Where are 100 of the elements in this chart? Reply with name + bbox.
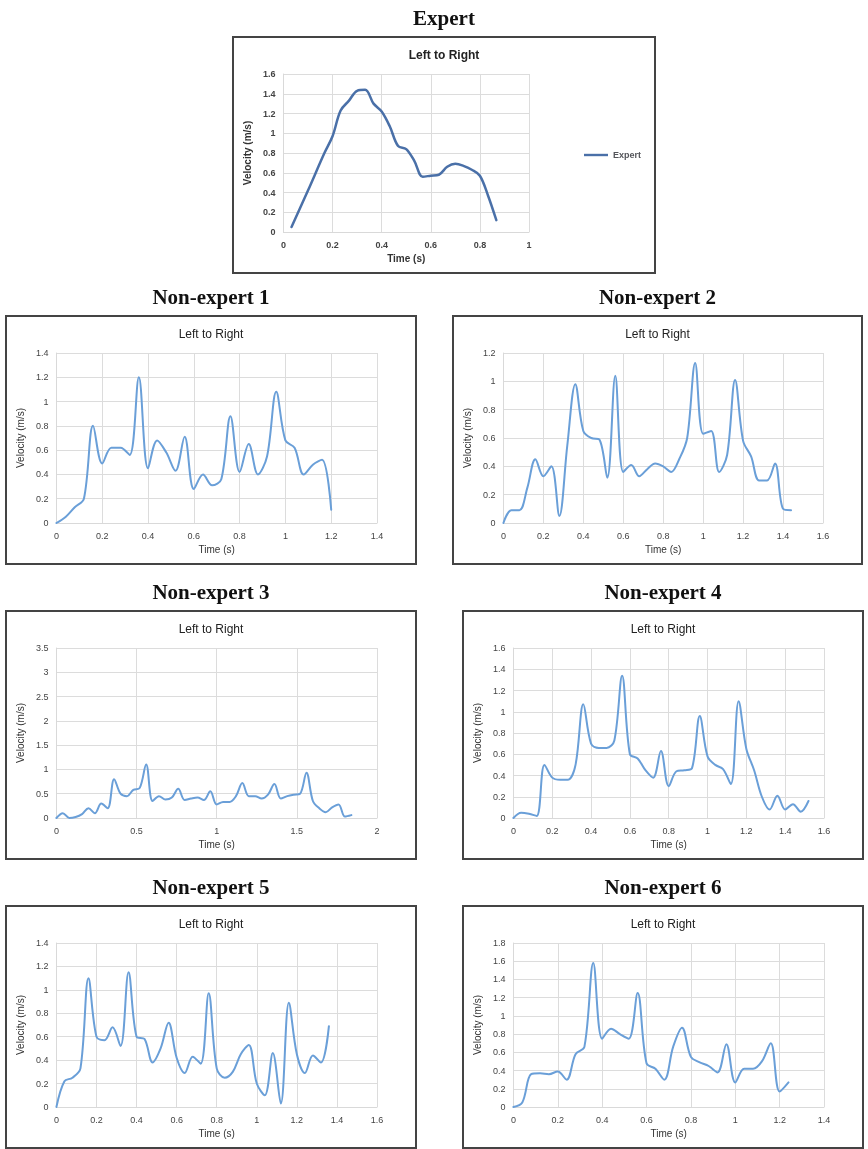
x-tick-label: 1.4	[330, 1114, 344, 1125]
x-axis-title: Time (s)	[198, 544, 235, 556]
x-tick-label: 0.6	[187, 530, 201, 541]
y-axis-title: Velocity (m/s)	[461, 407, 473, 469]
chart-title: Non-expert 4	[603, 580, 723, 606]
y-tick-label: 2.5	[35, 691, 49, 702]
x-tick-label: 1.6	[817, 825, 831, 836]
line-series	[290, 88, 498, 229]
x-tick-label: 1	[732, 1114, 738, 1125]
y-tick-label: 0.6	[262, 167, 276, 178]
x-tick-label: 0	[53, 1114, 59, 1125]
y-axis-title: Velocity (m/s)	[14, 407, 26, 469]
chart-subtitle: Left to Right	[625, 327, 691, 341]
x-tick-label: 1.2	[773, 1114, 786, 1125]
chart-title: Non-expert 3	[151, 580, 271, 606]
x-tick-label: 1	[254, 1114, 260, 1125]
x-tick-label: 0.6	[623, 825, 637, 836]
chart-title: Expert	[412, 6, 476, 32]
y-tick-label: 1.2	[492, 685, 506, 696]
x-tick-label: 0.2	[90, 1114, 103, 1125]
line-series	[55, 971, 330, 1108]
x-tick-label: 0.8	[233, 530, 246, 541]
y-tick-label: 0.4	[35, 469, 49, 480]
chart-title: Non-expert 1	[151, 285, 271, 311]
x-tick-label: 0.2	[95, 530, 109, 541]
x-axis-title: Time (s)	[198, 1128, 235, 1140]
y-tick-label: 0.4	[492, 770, 506, 781]
x-tick-label: 1.2	[740, 825, 753, 836]
y-tick-label: 0	[500, 1102, 506, 1112]
y-tick-label: 0.8	[482, 404, 496, 415]
y-tick-label: 0.2	[35, 493, 49, 504]
x-tick-label: 0.6	[424, 239, 438, 250]
x-tick-label: 0.4	[577, 530, 590, 541]
x-tick-label: 0.8	[210, 1114, 223, 1125]
y-tick-label: 0.2	[492, 1083, 506, 1094]
x-axis-title: Time (s)	[650, 839, 687, 851]
y-tick-label: 1.2	[35, 372, 49, 383]
y-tick-label: 0.2	[482, 489, 496, 500]
y-axis-title: Velocity (m/s)	[14, 702, 26, 764]
y-tick-label: 0.6	[482, 433, 496, 443]
y-tick-label: 0	[500, 813, 506, 823]
x-tick-label: 0.6	[170, 1114, 183, 1125]
x-axis-title: Time (s)	[645, 544, 682, 556]
y-tick-label: 1.2	[262, 108, 276, 119]
chart-title: Non-expert 5	[151, 875, 271, 901]
y-tick-label: 1.4	[35, 348, 49, 358]
x-tick-label: 0.2	[537, 530, 550, 541]
y-tick-label: 3.5	[35, 643, 49, 653]
line-series	[512, 674, 810, 819]
x-tick-label: 0.2	[551, 1114, 565, 1125]
x-tick-label: 0	[280, 239, 286, 250]
x-axis-title: Time (s)	[650, 1128, 687, 1140]
y-tick-label: 1.2	[482, 348, 496, 358]
y-tick-label: 1.4	[492, 974, 506, 985]
x-tick-label: 0.6	[617, 530, 630, 541]
y-tick-label: 0.2	[492, 791, 506, 802]
x-tick-label: 1.6	[370, 1114, 384, 1125]
y-tick-label: 2	[43, 715, 49, 726]
legend-label: Expert	[612, 150, 641, 160]
y-tick-label: 1.4	[35, 938, 49, 948]
y-tick-label: 1.2	[492, 992, 506, 1003]
y-tick-label: 0	[43, 813, 49, 823]
y-tick-label: 1	[500, 1010, 506, 1021]
y-tick-label: 1.6	[262, 69, 276, 79]
line-series	[55, 376, 333, 524]
chart-subtitle: Left to Right	[630, 917, 697, 931]
y-tick-label: 0.4	[482, 461, 496, 472]
x-tick-label: 0.2	[545, 825, 559, 836]
x-tick-label: 0	[510, 825, 516, 836]
y-tick-label: 1	[270, 128, 276, 139]
x-tick-label: 0.6	[640, 1114, 653, 1125]
y-tick-label: 0.2	[262, 207, 276, 218]
x-tick-label: 0.8	[656, 530, 670, 541]
x-tick-label: 1.4	[776, 530, 790, 541]
x-tick-label: 0	[53, 825, 59, 836]
x-tick-label: 0.4	[595, 1114, 609, 1125]
x-tick-label: 1	[705, 825, 711, 836]
x-tick-label: 1.6	[816, 530, 830, 541]
x-tick-label: 1	[700, 530, 706, 541]
y-tick-label: 0.2	[35, 1078, 49, 1089]
y-tick-label: 0.4	[492, 1065, 506, 1076]
y-tick-label: 3	[43, 667, 49, 678]
chart-title: Non-expert 2	[597, 285, 718, 311]
y-tick-label: 0.4	[35, 1055, 49, 1066]
y-tick-label: 0.6	[35, 1031, 49, 1042]
x-tick-label: 0.4	[130, 1114, 143, 1125]
x-tick-label: 2	[374, 825, 380, 836]
line-series	[55, 763, 353, 819]
y-tick-label: 1.6	[492, 643, 506, 653]
x-tick-label: 0.8	[662, 825, 675, 836]
x-tick-label: 0.8	[473, 239, 487, 250]
y-tick-label: 0.8	[262, 148, 276, 158]
x-tick-label: 1	[282, 530, 288, 541]
y-tick-label: 1.6	[492, 956, 506, 967]
y-tick-label: 0.8	[35, 1008, 49, 1019]
chart-title: Non-expert 6	[603, 875, 723, 901]
x-tick-label: 0.8	[684, 1114, 698, 1125]
y-tick-label: 1	[490, 376, 496, 387]
x-tick-label: 0.4	[141, 530, 155, 541]
y-tick-label: 0	[490, 518, 496, 528]
